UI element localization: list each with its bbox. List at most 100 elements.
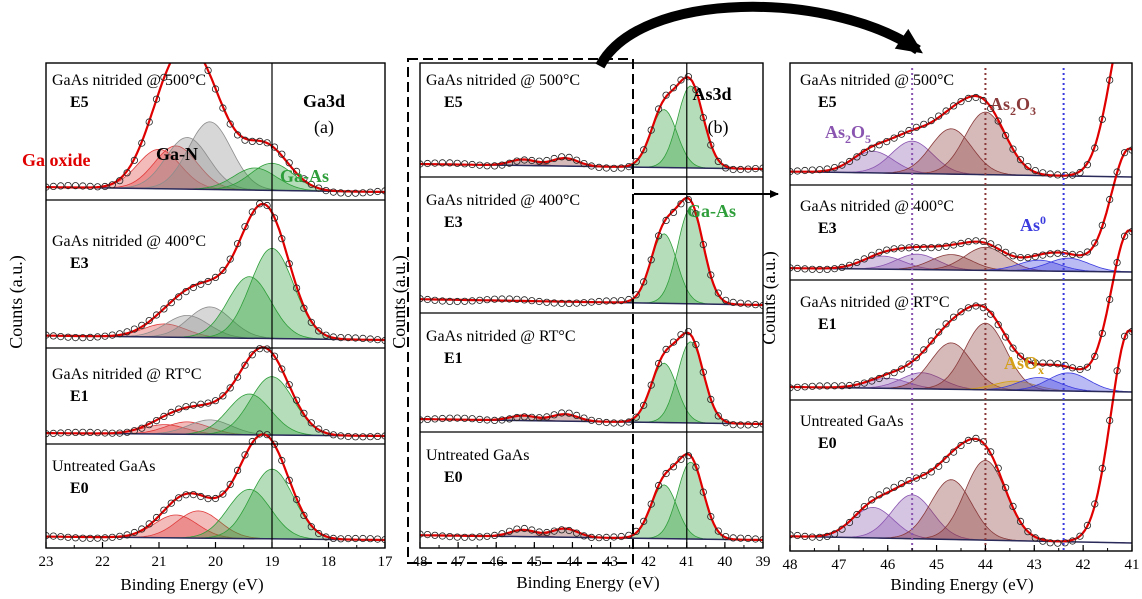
data-point [337,432,345,440]
data-point [587,298,596,306]
data-point [152,513,161,522]
data-point [373,535,382,543]
data-point [453,297,461,306]
data-point [167,499,175,507]
data-point [654,105,663,113]
data-point [505,159,514,167]
data-point [123,531,131,539]
data-point [175,293,183,301]
data-point [513,157,521,165]
data-point [329,431,337,439]
data-point [64,333,72,341]
data-point [729,298,737,306]
data-point [175,494,183,502]
data-point [625,531,633,539]
data-point [476,415,484,423]
data-point [270,214,279,222]
data-point [949,102,958,110]
data-point [949,241,958,249]
data-point [219,392,227,400]
data-point [315,184,323,192]
background-line [790,267,1132,273]
data-point [1046,539,1054,547]
data-point [987,104,995,113]
data-point [1106,76,1114,84]
data-point [632,413,640,421]
data-point [315,425,323,433]
data-point [130,528,138,537]
data-point [957,98,965,106]
data-point [79,428,87,436]
fit-envelope [790,63,1114,177]
data-point [351,334,360,342]
spectrum-tag: E3 [444,214,463,231]
data-point [528,156,536,165]
x-tick-label: 46 [489,554,505,570]
data-point [101,332,109,340]
data-point [300,409,308,417]
data-point [868,144,876,152]
data-point [483,162,491,170]
spectrum-tag: E0 [444,469,463,486]
spectrum-label: GaAs nitrided @ 500°C [426,72,580,89]
data-point [890,369,898,377]
data-point [300,511,308,520]
panel-b: GaAs nitrided @ 500°C E5 GaAs nitrided @ 4… [389,58,771,592]
data-point [1083,521,1092,530]
data-point [1068,250,1077,258]
curved-zoom-arrow [595,1,923,69]
data-point [722,419,730,427]
series-4 [420,452,763,544]
data-point [1001,484,1010,492]
data-point [1054,171,1062,179]
data-point [438,159,446,167]
data-point [640,278,648,286]
data-point [307,318,315,326]
data-point [853,153,861,161]
data-point [420,530,424,538]
data-point [692,340,700,349]
data-point [550,154,558,163]
data-point [587,416,596,424]
data-point [189,490,197,499]
data-point [49,532,58,540]
data-point [543,413,551,421]
panel-zoom-plot: GaAs nitrided @ 500°C E5 GaAs nitrided @ 4… [783,62,1140,573]
data-point [138,321,146,329]
data-point [108,533,116,541]
data-point [292,167,301,175]
data-point [942,242,950,250]
data-point [204,277,212,286]
data-point [699,241,707,249]
data-point [942,107,950,115]
data-point [219,104,227,112]
data-point [520,524,529,533]
annotation-ga-as: Ga-As [280,166,329,186]
data-point [1024,254,1032,262]
data-point [1113,367,1121,375]
data-point [1091,352,1099,360]
data-point [71,428,80,436]
data-point [468,160,476,169]
panel-b-ylabel: Counts (a.u.) [389,255,410,349]
data-point [558,299,566,307]
data-point [498,416,506,424]
data-point [610,419,618,427]
data-point [461,160,469,168]
data-point [669,463,678,471]
data-point [736,165,745,174]
data-point [1039,169,1047,177]
data-point [935,328,943,336]
data-point [446,159,454,167]
data-point [204,399,212,407]
data-point [751,301,760,309]
data-point [285,260,293,268]
data-point [1031,253,1039,261]
data-point [101,429,109,437]
data-point [860,379,868,387]
data-point [736,534,745,542]
data-point [285,476,293,484]
spectrum-label: GaAs nitrided @ RT°C [426,328,576,345]
data-point [513,295,521,303]
data-point [234,131,242,139]
